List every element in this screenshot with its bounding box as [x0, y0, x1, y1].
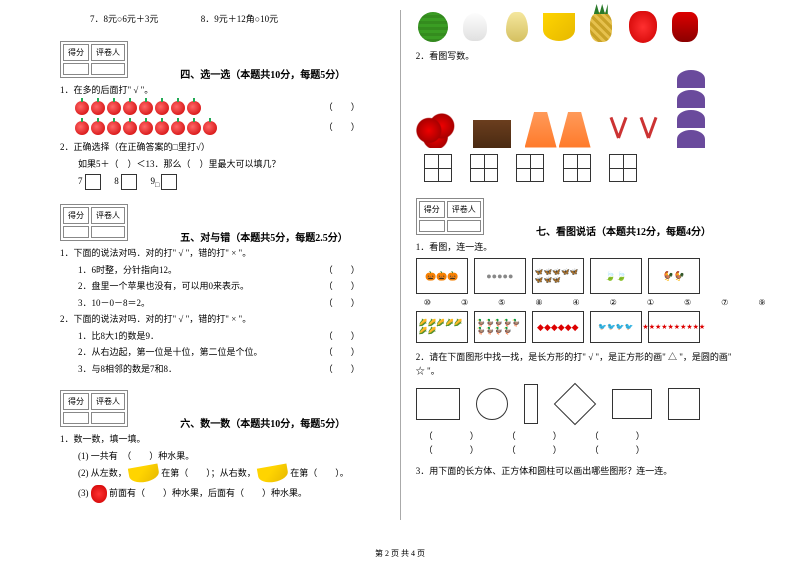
pic-pumpkins: 🎃🎃🎃	[416, 258, 468, 294]
pic-eggs: ●●●●●	[474, 258, 526, 294]
picture-row-bottom: 🌽🌽🌽🌽🌽🌽🌽 🦆🦆🦆🦆🦆🦆🦆🦆🦆 ◆◆◆◆◆◆ 🐦🐦🐦🐦 ★★★★★★★★★★	[416, 311, 732, 343]
section-5-title: 五、对与错（本题共5分，每题2.5分）	[180, 233, 348, 244]
garlic-icon	[463, 13, 487, 41]
option-box[interactable]	[85, 174, 101, 190]
section-5-header: 得分评卷人 五、对与错（本题共5分，每题2.5分）	[60, 204, 390, 244]
pineapple-icon	[590, 12, 612, 42]
apple-icon	[75, 101, 89, 115]
apple-row-top: （ ）	[74, 100, 390, 118]
pear-icon	[506, 12, 528, 42]
s7-q2-blanks: （ ） （ ） （ ） （ ） （ ） （ ）	[424, 430, 732, 457]
shape-square	[668, 388, 700, 420]
s6-q2: 2．看图写数。	[416, 50, 732, 64]
q7: 7．8元○6元＋3元	[90, 14, 158, 24]
strawberry-icon	[91, 485, 107, 503]
shape-diamond	[554, 383, 596, 425]
banana-icon	[128, 464, 160, 485]
right-column: 2．看图写数。 得分评卷人 七、看图说话（本题共12分，每题4分） 1．看图，连…	[401, 10, 742, 520]
pic-roosters: 🐓🐓	[648, 258, 700, 294]
number-circles: ⑩ ③ ⑤ ⑧ ④ ② ① ⑤ ⑦ ⑨	[424, 298, 732, 307]
s6-q1c: (3) 前面有（ ）种水果，后面有（ ）种水果。	[78, 485, 390, 503]
s4-q1: 1．在多的后面打" √ "。	[60, 84, 390, 98]
s7-q3: 3．用下面的长方体、正方体和圆柱可以画出哪些图形？连一连。	[416, 465, 732, 479]
conn-birds: 🐦🐦🐦🐦	[590, 311, 642, 343]
section-4-header: 得分评卷人 四、选一选（本题共10分，每题5分）	[60, 41, 390, 81]
pic-leaves: 🍃🍃	[590, 258, 642, 294]
grader-label: 评卷人	[91, 44, 125, 61]
picture-row-top: 🎃🎃🎃 ●●●●● 🦋🦋🦋🦋🦋🦋🦋🦋 🍃🍃 🐓🐓	[416, 258, 732, 294]
paren: （ ）	[324, 100, 360, 113]
s4-q2: 2．正确选择（在正确答案的□里打√）	[60, 141, 390, 155]
shape-rect	[612, 389, 652, 419]
chocolate-icon	[473, 120, 511, 148]
section-4-title: 四、选一选（本题共10分，每题5分）	[180, 70, 345, 81]
s6-q1b: (2) 从左数， 在第（ ）；从右数， 在第（ ）。	[78, 466, 390, 482]
answer-grid[interactable]	[424, 154, 452, 182]
score-label: 得分	[63, 44, 89, 61]
strawberry-big-icon	[629, 11, 657, 43]
apple-row-bottom: （ ）	[74, 120, 390, 138]
conn-ducks: 🦆🦆🦆🦆🦆🦆🦆🦆🦆	[474, 311, 526, 343]
conn-corn: 🌽🌽🌽🌽🌽🌽🌽	[416, 311, 468, 343]
header-questions: 7．8元○6元＋3元 8．9元＋12角○10元	[60, 13, 390, 27]
q8: 8．9元＋12角○10元	[201, 14, 278, 24]
watermelon-icon	[418, 12, 448, 42]
fruit-lineup	[416, 10, 732, 44]
hats-icon	[677, 70, 732, 148]
shape-circle	[476, 388, 508, 420]
s7-q2: 2．请在下面图形中找一找，是长方形的打" √ "，是正方形的画" △ "，是圆的…	[416, 351, 732, 378]
score-box: 得分评卷人	[60, 41, 128, 78]
s5-q2: 2．下面的说法对吗．对的打" √ "，错的打" × "。	[60, 313, 390, 327]
section-6-title: 六、数一数（本题共10分，每题5分）	[180, 419, 345, 430]
section-7-title: 七、看图说话（本题共12分，每题4分）	[536, 227, 711, 238]
skirts-icon	[525, 112, 591, 148]
conn-stars: ★★★★★★★★★★	[648, 311, 700, 343]
s6-q1: 1．数一数，填一填。	[60, 433, 390, 447]
bananas-icon	[543, 13, 575, 41]
s5-q1: 1．下面的说法对吗．对的打" √ "，错的打" × "。	[60, 247, 390, 261]
pepper-icon	[672, 12, 698, 42]
count-grids	[416, 154, 732, 184]
left-column: 7．8元○6元＋3元 8．9元＋12角○10元 得分评卷人 四、选一选（本题共1…	[60, 10, 401, 520]
s4-options: 7 8 9□	[78, 174, 390, 190]
section-7-header: 得分评卷人 七、看图说话（本题共12分，每题4分）	[416, 198, 732, 238]
scissors-icon	[605, 116, 633, 148]
exam-page: 7．8元○6元＋3元 8．9元＋12角○10元 得分评卷人 四、选一选（本题共1…	[0, 0, 800, 540]
shapes-row	[416, 384, 732, 424]
s6-q1a: (1) 一共有 （ ）种水果。	[78, 450, 390, 464]
page-footer: 第 2 页 共 4 页	[0, 548, 800, 559]
pic-butterflies: 🦋🦋🦋🦋🦋🦋🦋🦋	[532, 258, 584, 294]
count-items	[416, 70, 732, 148]
s7-q1: 1．看图，连一连。	[416, 241, 732, 255]
shape-tall-rect	[524, 384, 538, 424]
shape-rectangle	[416, 388, 460, 420]
cherries-icon	[416, 104, 459, 148]
section-6-header: 得分评卷人 六、数一数（本题共10分，每题5分）	[60, 390, 390, 430]
conn-diamonds: ◆◆◆◆◆◆	[532, 311, 584, 343]
s4-q2b: 如果5＋（ ）＜13．那么（ ）里最大可以填几？	[78, 158, 390, 172]
